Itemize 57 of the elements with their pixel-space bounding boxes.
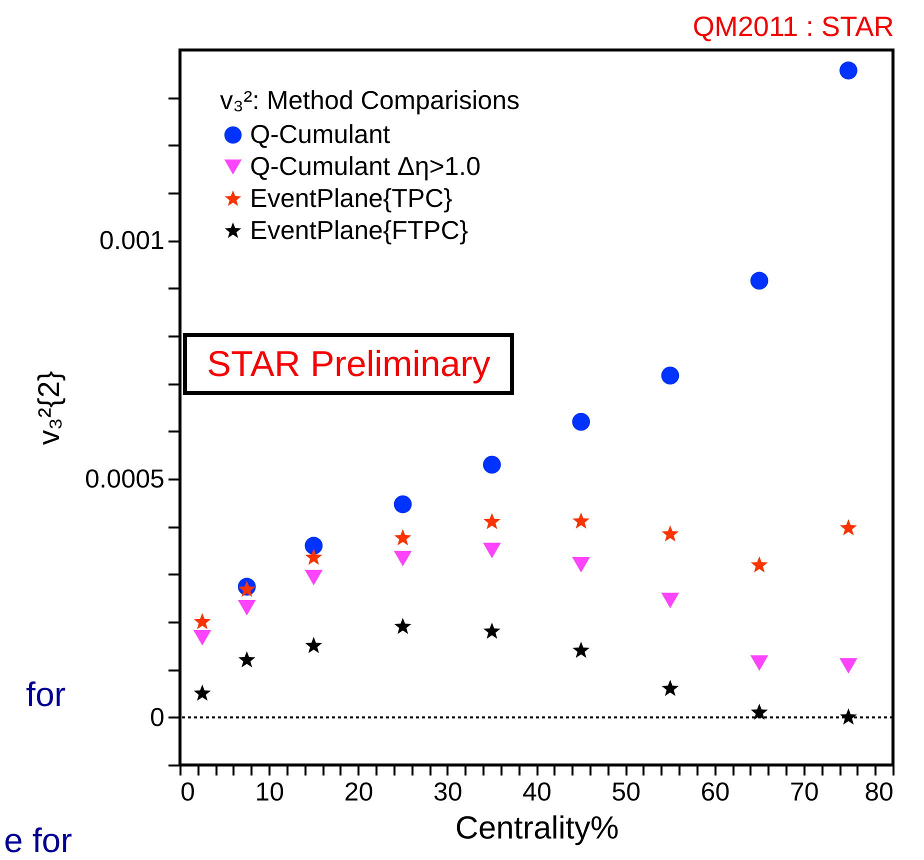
legend-label: EventPlane{FTPC}: [250, 215, 469, 245]
x-tick-label: 50: [612, 776, 641, 806]
point: [839, 658, 858, 674]
point: [394, 550, 412, 566]
text: e for: [4, 822, 72, 860]
chart-title: QM2011 : STAR: [692, 11, 894, 42]
point: [572, 557, 590, 573]
legend-label: Q-Cumulant Δη>1.0: [250, 151, 481, 181]
y-tick-label: 0.001: [99, 225, 164, 256]
point: [394, 618, 412, 634]
x-tick-label: 40: [522, 776, 552, 806]
point: [194, 684, 211, 701]
x-tick-label: 20: [344, 776, 374, 806]
x-tick-label: 60: [700, 776, 730, 806]
point: [750, 704, 768, 720]
point: [840, 708, 857, 725]
point: [572, 412, 590, 431]
x-tick-label: 10: [255, 776, 284, 806]
point: [194, 613, 211, 630]
point: [662, 525, 679, 542]
point: [750, 272, 768, 290]
x-tick-label: 80: [864, 776, 894, 806]
point: [482, 456, 501, 474]
point: [394, 495, 412, 514]
y-tick-label: 0.0005: [84, 464, 164, 494]
point: [394, 529, 412, 546]
point: [304, 536, 323, 555]
point: [572, 642, 590, 658]
point: [840, 519, 857, 536]
point: [661, 366, 680, 384]
x-tick-label: 0: [180, 776, 195, 806]
point: [305, 636, 322, 654]
point: [238, 600, 256, 616]
point: [483, 622, 500, 639]
legend-title: v₃²: Method Comparisions: [220, 85, 520, 115]
point: [305, 548, 322, 565]
point: [572, 512, 590, 529]
point: [839, 62, 858, 80]
x-axis-title: Centrality%: [455, 810, 619, 846]
point: [238, 651, 256, 668]
annotation: STAR Preliminary: [183, 333, 514, 395]
point: [662, 680, 679, 696]
point: [238, 580, 256, 597]
legend-label: EventPlane{TPC}: [250, 183, 453, 213]
text: for: [26, 676, 66, 715]
point: [482, 542, 501, 558]
point: [304, 570, 323, 586]
point: [483, 512, 500, 530]
point: [750, 556, 768, 573]
legend-label: Q-Cumulant: [250, 119, 391, 149]
y-axis-title: v₃²{2}: [32, 371, 66, 445]
y-tick-label: 0: [150, 702, 164, 732]
x-tick-label: 70: [790, 776, 819, 806]
point: [750, 655, 768, 671]
point: [193, 630, 212, 646]
x-tick-label: 30: [433, 776, 462, 806]
point: [661, 592, 680, 608]
